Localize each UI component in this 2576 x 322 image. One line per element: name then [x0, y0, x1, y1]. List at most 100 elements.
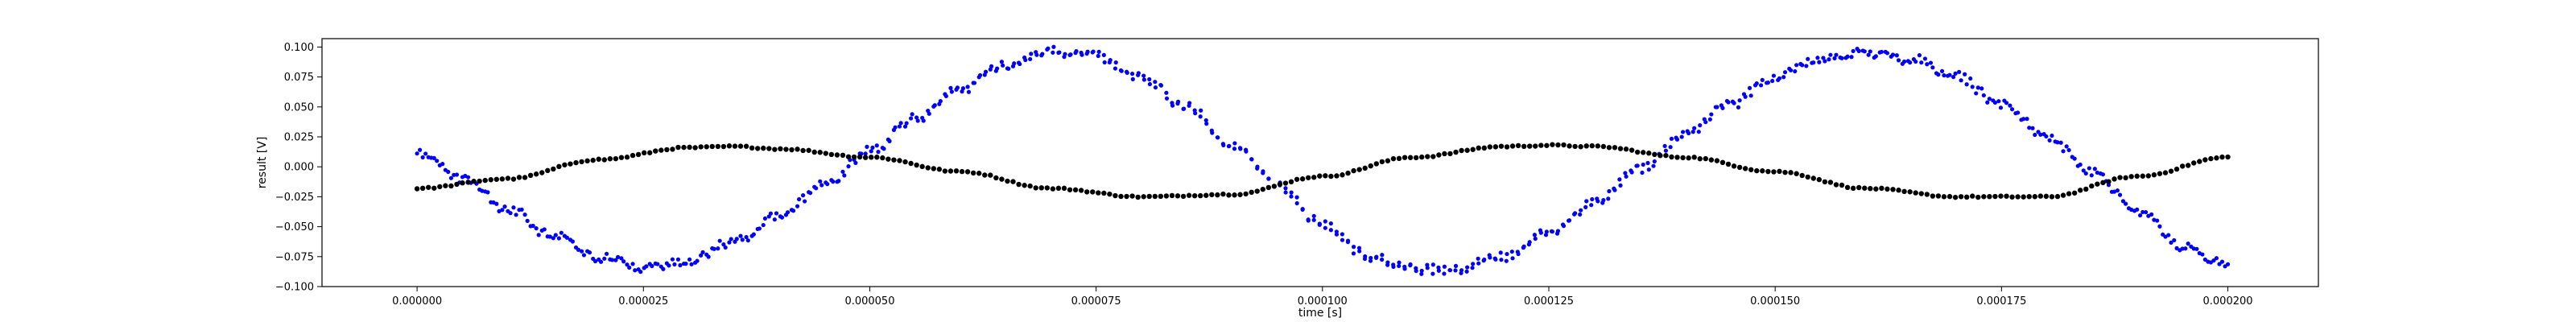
data-point — [1028, 56, 1033, 62]
data-point — [1646, 167, 1651, 172]
data-point — [1748, 167, 1754, 172]
data-point — [1380, 257, 1385, 262]
data-point — [851, 154, 857, 160]
data-point — [2075, 163, 2080, 168]
data-point — [1890, 187, 1896, 192]
data-point — [1782, 169, 1788, 175]
data-point — [1963, 72, 1967, 76]
data-point — [1146, 193, 1152, 200]
data-point — [1843, 56, 1848, 60]
data-point — [949, 89, 954, 94]
data-point — [1203, 118, 1208, 123]
data-point — [1306, 218, 1311, 223]
data-point — [564, 235, 569, 240]
data-point — [721, 242, 726, 247]
data-point — [551, 166, 556, 172]
data-point — [1113, 60, 1118, 65]
data-point — [2036, 130, 2041, 134]
data-point — [1351, 167, 1356, 174]
series-1 — [414, 142, 2231, 200]
data-point — [1425, 154, 1430, 159]
data-point — [1724, 98, 1730, 104]
data-point — [1741, 92, 1747, 97]
data-point — [1046, 46, 1051, 51]
data-point — [2157, 224, 2162, 229]
data-point — [964, 169, 971, 175]
data-point — [1254, 188, 1260, 194]
data-point — [1351, 251, 1356, 256]
data-point — [1492, 256, 1497, 261]
data-point — [1481, 145, 1487, 151]
data-point — [1606, 145, 1612, 151]
data-point — [828, 151, 835, 158]
data-point — [808, 191, 813, 196]
data-point — [2225, 154, 2231, 160]
data-point — [664, 147, 670, 153]
data-point — [570, 239, 576, 244]
data-point — [633, 268, 638, 273]
data-point — [638, 270, 643, 275]
data-point — [1068, 52, 1073, 57]
data-point — [720, 143, 727, 150]
y-axis: −0.100 −0.075 −0.050 −0.025 0.000 0.025 0.050 0… — [275, 42, 322, 294]
data-point — [1907, 189, 1913, 195]
data-point — [811, 149, 817, 155]
data-point — [779, 215, 785, 220]
data-point — [553, 233, 558, 237]
data-point — [863, 151, 868, 156]
data-point — [840, 152, 846, 159]
data-point — [1703, 155, 1708, 162]
data-point — [630, 152, 636, 159]
data-point — [2179, 163, 2186, 169]
data-point — [1096, 190, 1101, 196]
x-tick-label: 0.000050 — [844, 295, 894, 308]
data-point — [525, 218, 530, 223]
data-point — [1373, 255, 1379, 260]
data-point — [627, 265, 632, 270]
data-point — [698, 144, 704, 150]
data-point — [618, 155, 625, 160]
data-point — [2115, 188, 2120, 193]
data-point — [738, 233, 743, 238]
data-point — [1793, 68, 1798, 74]
data-point — [1385, 262, 1390, 267]
data-point — [1975, 194, 1981, 200]
data-point — [1356, 167, 1362, 172]
data-point — [2060, 192, 2066, 198]
data-point — [1794, 171, 1799, 176]
data-point — [1981, 194, 1987, 200]
data-point — [1199, 108, 1203, 113]
data-point — [1851, 48, 1856, 54]
data-point — [1442, 264, 1447, 269]
data-point — [1181, 106, 1187, 111]
data-point — [897, 124, 902, 129]
data-point — [1033, 185, 1038, 191]
data-point — [2083, 186, 2089, 192]
data-point — [502, 204, 507, 209]
data-point — [559, 230, 564, 235]
data-point — [801, 193, 806, 198]
data-point — [1260, 186, 1265, 192]
data-point — [1465, 265, 1470, 270]
data-point — [1074, 49, 1079, 54]
data-point — [1742, 166, 1748, 171]
data-point — [2134, 173, 2140, 180]
data-point — [1680, 155, 1686, 161]
data-point — [477, 178, 482, 184]
data-point — [840, 169, 845, 174]
data-point — [2155, 218, 2160, 223]
data-point — [482, 177, 488, 184]
data-point — [970, 170, 976, 176]
data-point — [723, 245, 728, 250]
data-point — [415, 151, 419, 156]
data-point — [1187, 101, 1192, 105]
data-point — [670, 147, 675, 152]
data-point — [1391, 262, 1396, 267]
data-point — [1113, 192, 1118, 199]
data-point — [2185, 163, 2191, 168]
data-point — [1294, 200, 1299, 206]
data-point — [869, 155, 874, 160]
data-point — [1981, 93, 1986, 98]
data-point — [1680, 130, 1686, 134]
data-point — [1662, 143, 1667, 149]
